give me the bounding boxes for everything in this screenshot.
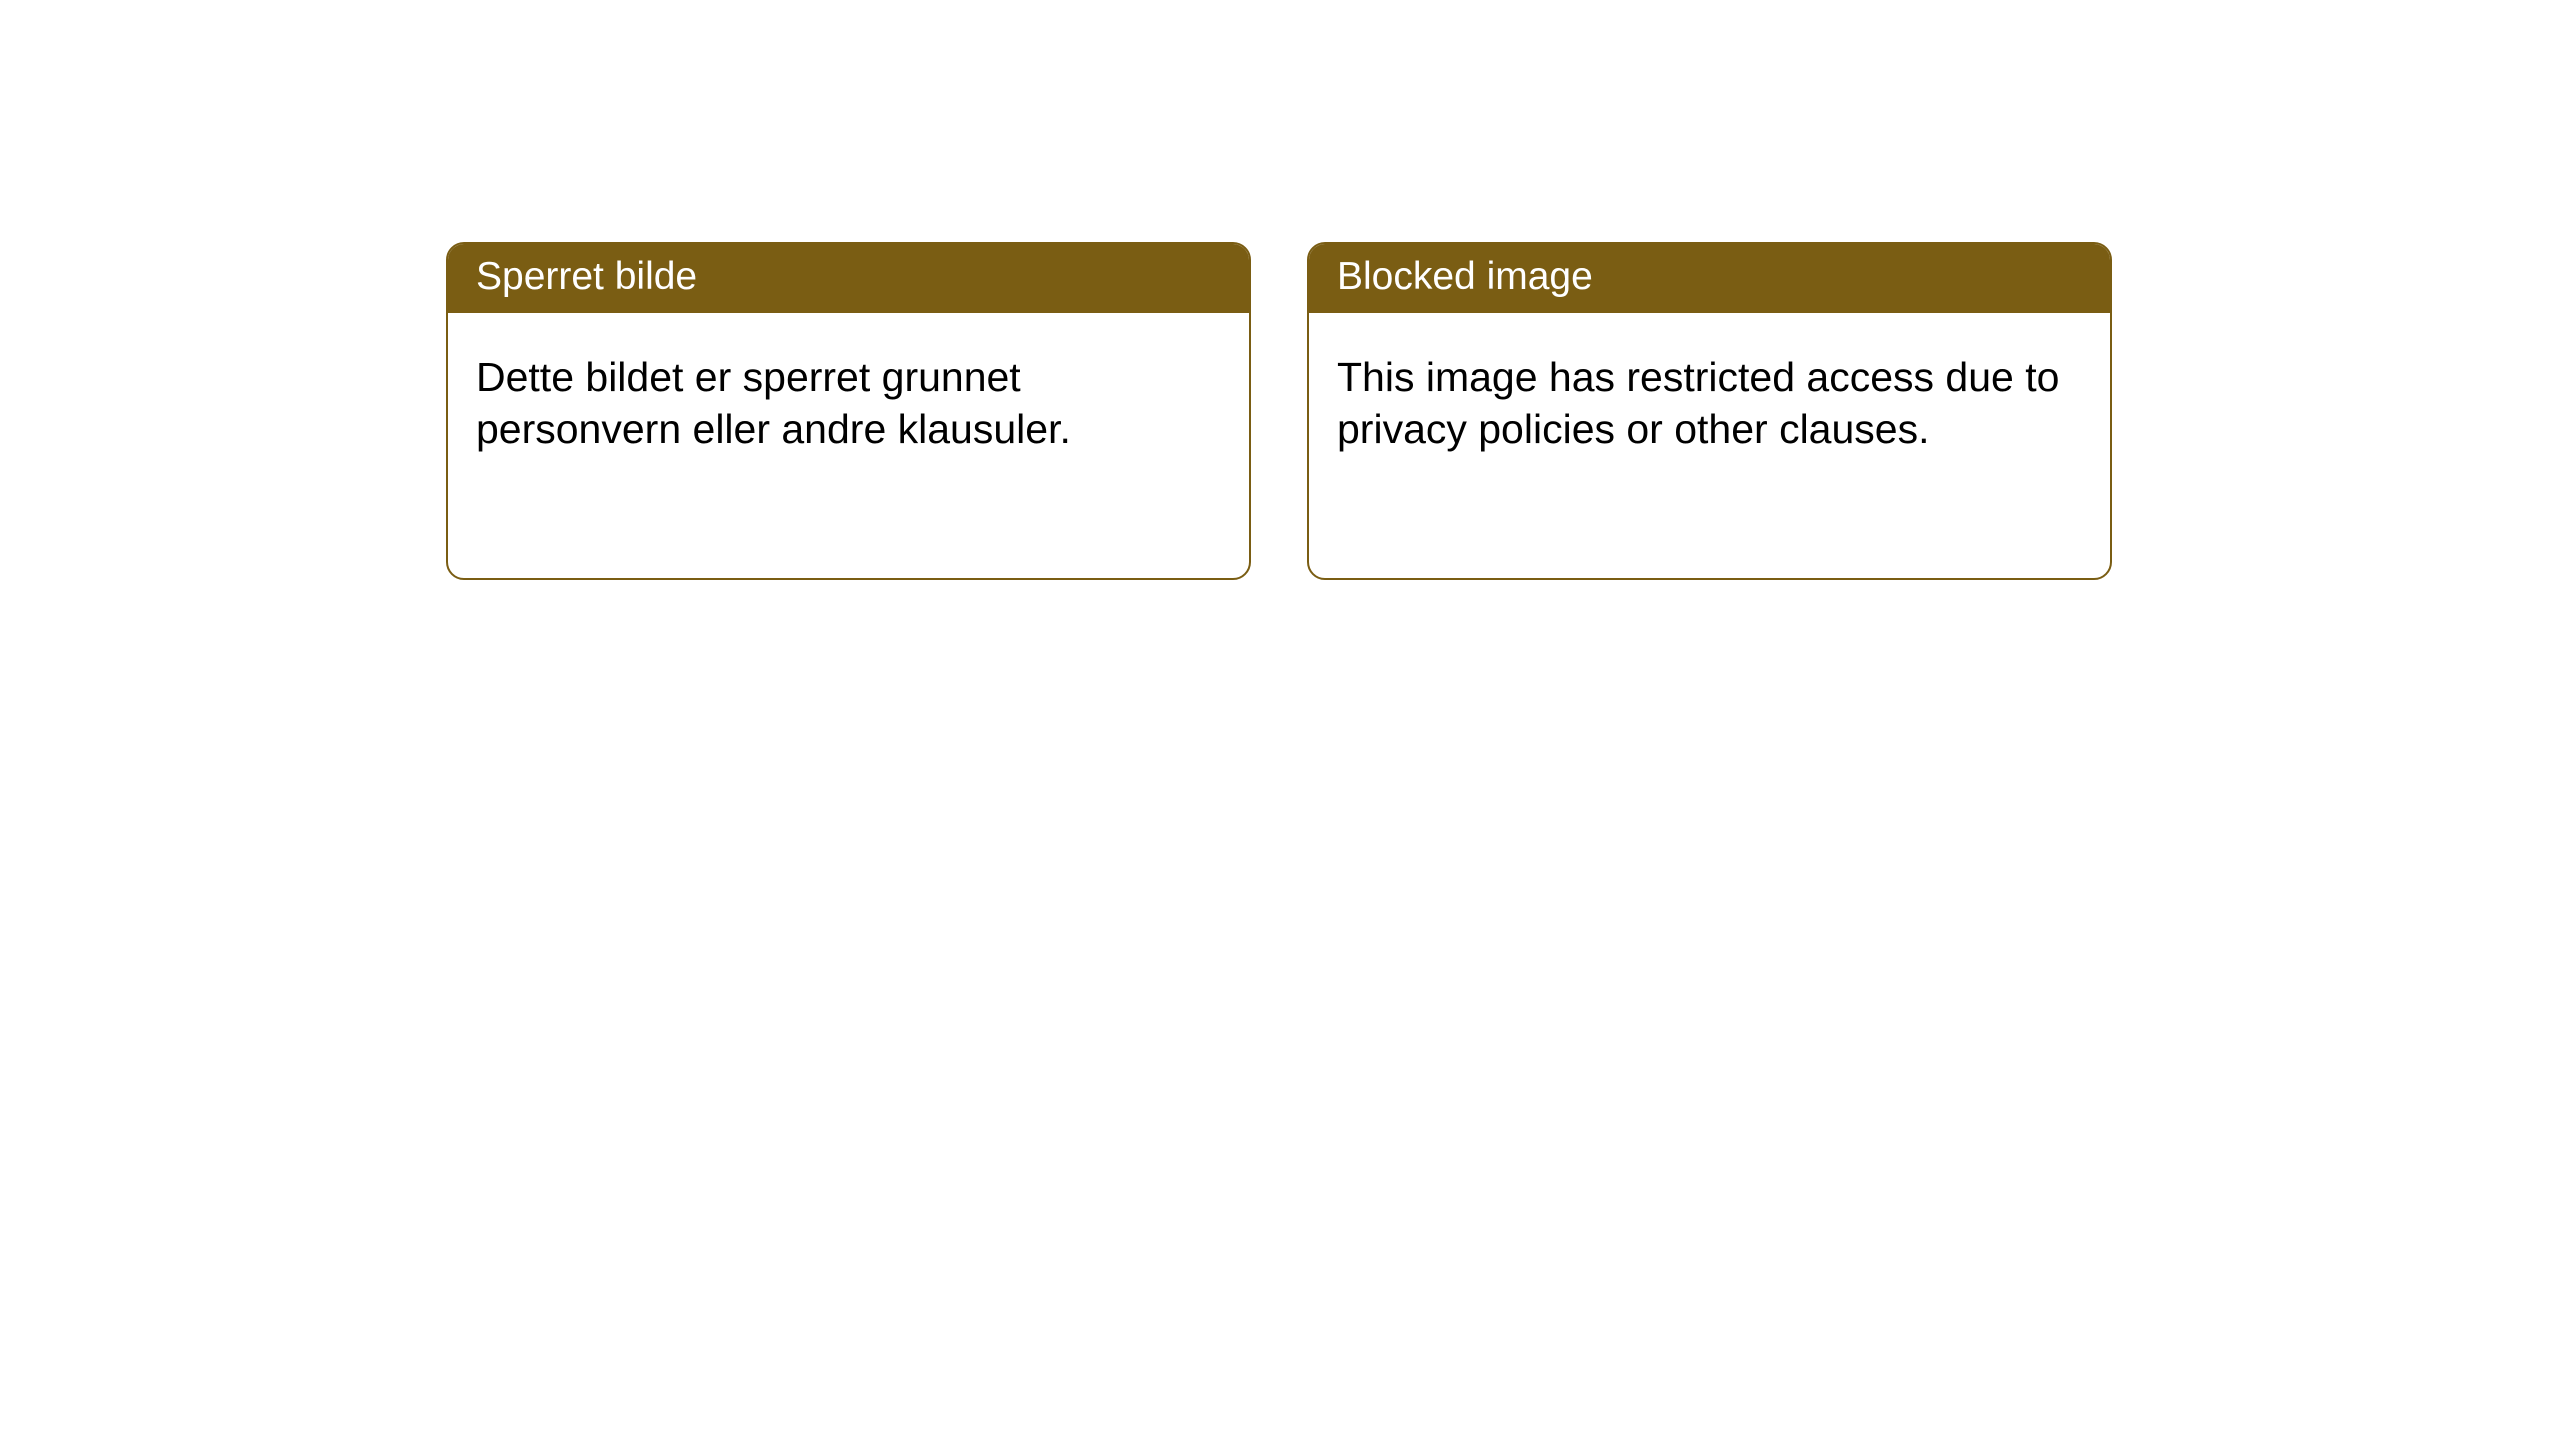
card-body: Dette bildet er sperret grunnet personve… [448, 313, 1249, 484]
card-header: Sperret bilde [448, 244, 1249, 313]
notice-card-norwegian: Sperret bilde Dette bildet er sperret gr… [446, 242, 1251, 580]
card-title: Blocked image [1337, 255, 1593, 298]
notice-cards-container: Sperret bilde Dette bildet er sperret gr… [0, 0, 2560, 580]
card-message: Dette bildet er sperret grunnet personve… [476, 354, 1071, 452]
card-message: This image has restricted access due to … [1337, 354, 2059, 452]
card-header: Blocked image [1309, 244, 2110, 313]
card-body: This image has restricted access due to … [1309, 313, 2110, 484]
card-title: Sperret bilde [476, 255, 697, 298]
notice-card-english: Blocked image This image has restricted … [1307, 242, 2112, 580]
